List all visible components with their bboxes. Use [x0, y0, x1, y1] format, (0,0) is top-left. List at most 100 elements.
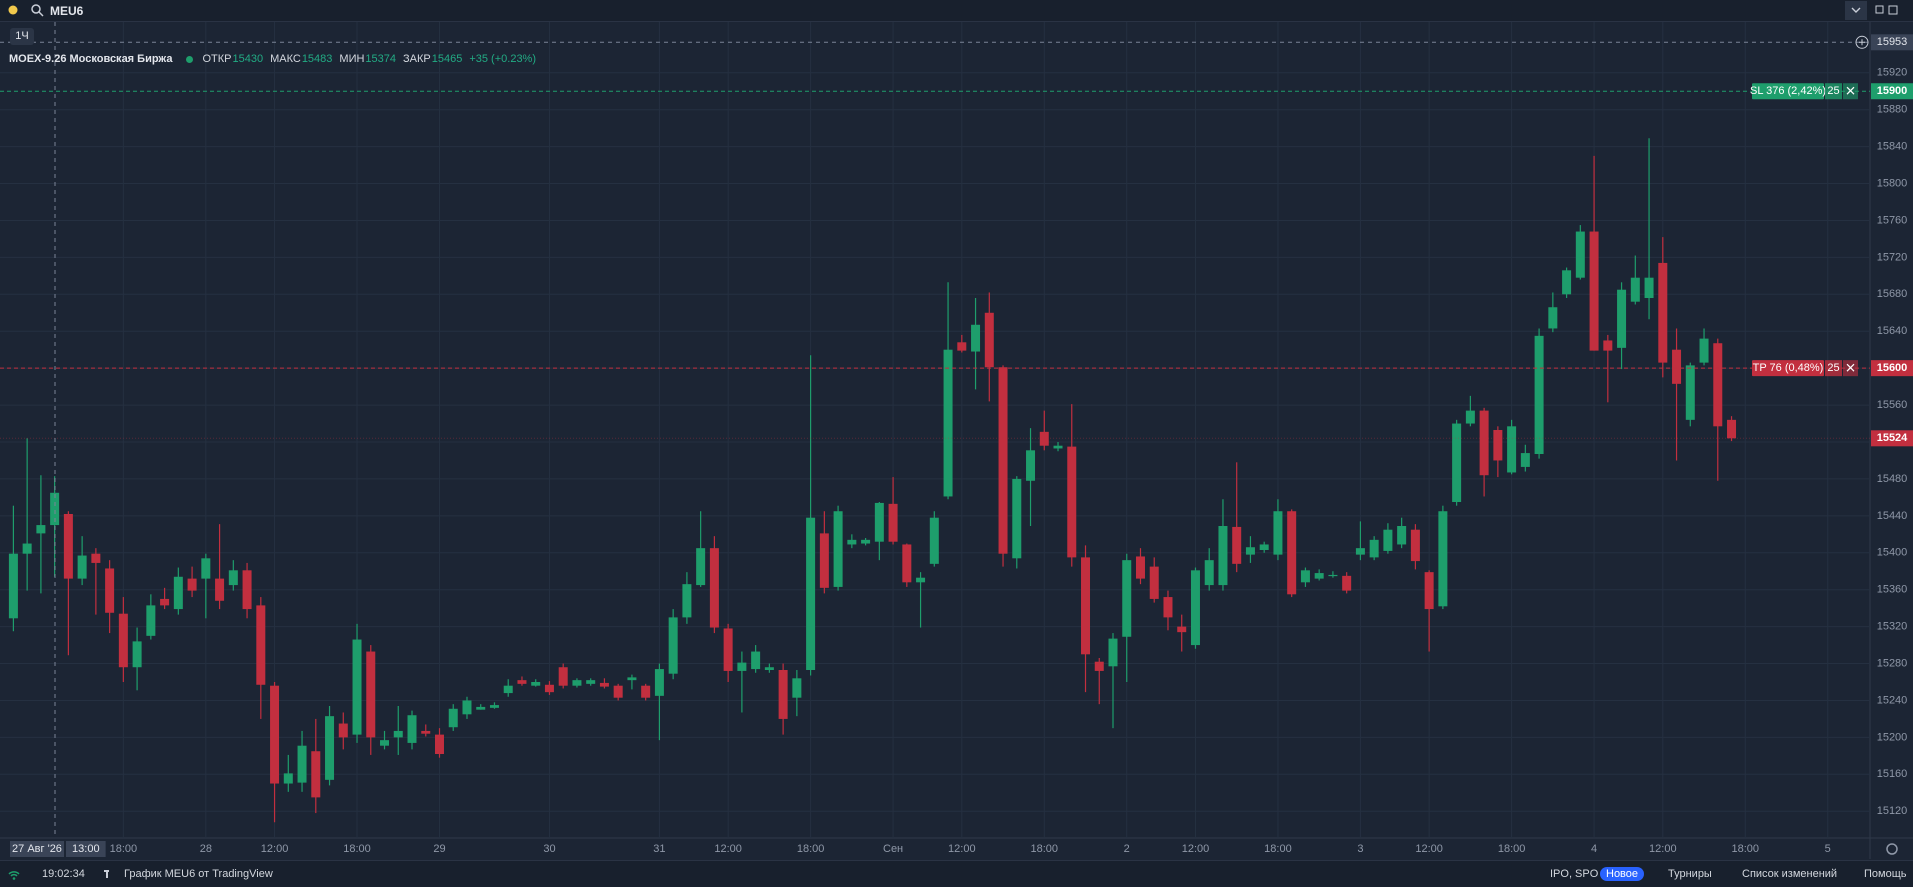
- candle-body: [325, 716, 335, 780]
- candle-body: [1314, 573, 1324, 579]
- crosshair-date-tag: [10, 841, 64, 857]
- candle-body: [751, 651, 761, 670]
- candle-body: [998, 367, 1008, 554]
- candle-body: [531, 682, 541, 686]
- candle-body: [1727, 419, 1737, 439]
- popout-icon[interactable]: [1875, 5, 1884, 14]
- footer-link[interactable]: Помощь: [1864, 868, 1907, 880]
- crosshair-price: 15953: [1877, 36, 1908, 48]
- candle-body: [1273, 511, 1283, 555]
- candle-body: [778, 670, 788, 719]
- candle-body: [668, 617, 678, 674]
- candle-body: [1617, 289, 1627, 348]
- ohlc-value: 15430: [232, 53, 264, 65]
- candle-body: [1465, 410, 1475, 424]
- candle-body: [1548, 307, 1558, 329]
- candle-body: [1067, 446, 1077, 558]
- candle-body: [599, 682, 609, 687]
- chevron: [1851, 7, 1861, 13]
- candle-body: [187, 578, 197, 591]
- order-label-box: [1752, 360, 1824, 377]
- candle-body: [1232, 526, 1242, 564]
- interval-button[interactable]: 1Ч: [10, 28, 34, 45]
- candle-body: [1135, 556, 1145, 579]
- candle-body: [1300, 570, 1310, 583]
- x-tick-label: 29: [433, 843, 445, 855]
- candle-body: [1479, 410, 1489, 476]
- candle-body: [1534, 335, 1544, 454]
- candle-body: [654, 669, 664, 696]
- y-tick-label: 15760: [1877, 214, 1908, 226]
- crosshair-time-tag: [66, 841, 106, 857]
- close-icon: [1846, 86, 1855, 95]
- candle-body: [173, 576, 183, 610]
- candle-body: [1672, 349, 1682, 384]
- symbol[interactable]: MEU6: [50, 4, 84, 18]
- ohlc-label: ЗАКР: [403, 53, 431, 65]
- candle-body: [215, 578, 225, 601]
- candle-body: [228, 570, 238, 586]
- price-axis: [1870, 22, 1913, 838]
- candle-body: [641, 685, 651, 698]
- last-price-tag: [1871, 430, 1913, 447]
- candle-body: [503, 685, 513, 694]
- settings-icon[interactable]: [1886, 843, 1898, 855]
- candle-body: [874, 502, 884, 542]
- y-tick-label: 15840: [1877, 141, 1908, 153]
- ohlc-value: 15465: [431, 53, 463, 65]
- candle-body: [1424, 572, 1434, 610]
- candle-body: [1177, 626, 1187, 633]
- footer-link[interactable]: IPO, SPO: [1550, 868, 1599, 880]
- candle-body: [613, 685, 623, 698]
- new-badge: Новое: [1600, 867, 1645, 881]
- candle-body: [957, 342, 967, 351]
- dropdown-button[interactable]: [1845, 1, 1867, 20]
- candle-body: [709, 548, 719, 628]
- footer-link[interactable]: Список изменений: [1742, 868, 1838, 880]
- candle-body: [544, 684, 554, 693]
- candle-body: [696, 548, 706, 586]
- x-tick-label: 28: [200, 843, 212, 855]
- x-tick-label: 12:00: [948, 843, 976, 855]
- candle-body: [902, 544, 912, 583]
- candle-body: [627, 677, 637, 681]
- expand-icon[interactable]: [1888, 5, 1898, 15]
- candle-body: [737, 662, 747, 671]
- search-icon-handle: [38, 11, 44, 17]
- candle-body: [1438, 511, 1448, 607]
- legend: MOEX-9.26 Московская Биржа ОТКР 15430 МА…: [9, 53, 536, 65]
- clock: 19:02:34: [42, 868, 85, 880]
- candle-body: [1369, 539, 1379, 558]
- candle-body: [1452, 423, 1462, 502]
- y-tick-label: 15240: [1877, 694, 1908, 706]
- x-tick-label: 5: [1825, 843, 1831, 855]
- candle-body: [91, 553, 101, 563]
- candle-body: [1012, 478, 1022, 559]
- candle-body: [1053, 445, 1063, 449]
- x-tick-label: 18:00: [1732, 843, 1760, 855]
- candle-body: [1094, 661, 1104, 671]
- add-alert-button[interactable]: [1855, 35, 1869, 49]
- candle-body: [1026, 450, 1036, 481]
- candle-body: [311, 751, 321, 798]
- candle-body: [572, 680, 582, 686]
- credit[interactable]: График MEU6 от TradingView: [124, 868, 273, 880]
- x-tick-label: 18:00: [1031, 843, 1059, 855]
- candle-body: [558, 667, 568, 686]
- x-tick-label: 12:00: [1415, 843, 1443, 855]
- instrument-title: MOEX-9.26 Московская Биржа: [9, 53, 173, 65]
- y-tick-label: 15720: [1877, 251, 1908, 263]
- footer-link[interactable]: Турниры: [1668, 868, 1712, 880]
- market-status-dot: [186, 55, 194, 63]
- candle-body: [118, 613, 128, 668]
- candle-body: [971, 324, 981, 352]
- order-price-tag: [1871, 360, 1913, 377]
- candle-body: [1713, 343, 1723, 427]
- crosshair-time: 13:00: [72, 843, 100, 855]
- candle-body: [132, 641, 142, 668]
- search-icon[interactable]: [31, 4, 41, 14]
- candle-body: [764, 667, 774, 670]
- candle-body: [861, 539, 871, 544]
- footer-icons: [8, 870, 109, 880]
